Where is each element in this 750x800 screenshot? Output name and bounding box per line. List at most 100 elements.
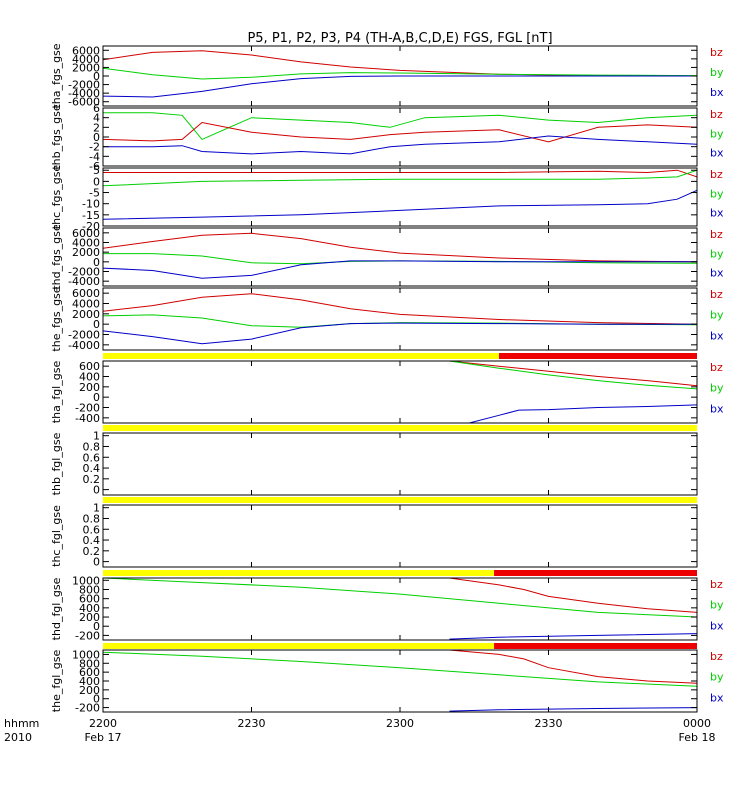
x-axis-label-top: hhmm xyxy=(4,717,39,730)
panel-frame xyxy=(102,287,698,351)
y-axis-label: thd_fgs_gse xyxy=(50,224,63,290)
y-axis-label: the_fgl_gse xyxy=(50,650,63,713)
series-line-bx xyxy=(469,404,697,423)
y-tick-label: 1 xyxy=(93,502,100,515)
y-tick-label: 2 xyxy=(93,121,100,134)
panel-frame xyxy=(102,432,698,496)
series-line-by xyxy=(103,67,697,80)
y-tick-label: 4000 xyxy=(72,53,100,66)
legend-bx: bx xyxy=(710,402,724,415)
y-tick-label: 0.4 xyxy=(83,462,101,475)
y-tick-label: -400 xyxy=(75,412,100,425)
legend-bz: bz xyxy=(710,228,723,241)
y-axis-label: tha_fgs_gse xyxy=(50,43,63,108)
panel-8: 10.80.60.40.20 thc_fgl_gse xyxy=(50,497,698,569)
y-tick-label: 0.6 xyxy=(83,523,101,536)
y-tick-label: 600 xyxy=(79,593,100,606)
legend-bz: bz xyxy=(710,168,723,181)
y-tick-label: 400 xyxy=(79,602,100,615)
legend-by: by xyxy=(710,187,724,200)
series-line-bz xyxy=(103,293,697,325)
y-tick-label: -10 xyxy=(82,198,100,211)
y-tick-label: -4 xyxy=(89,150,100,163)
y-tick-label: 4000 xyxy=(72,298,100,311)
y-tick-label: 1000 xyxy=(72,648,100,661)
legend-bz: bz xyxy=(710,361,723,374)
series-line-by xyxy=(103,112,697,141)
y-tick-label: -6000 xyxy=(68,96,100,109)
legend-bx: bx xyxy=(710,207,724,220)
y-tick-label: -5 xyxy=(89,187,100,200)
y-tick-label: -20 xyxy=(82,220,100,233)
series-line-bz xyxy=(103,232,697,263)
panel-frame xyxy=(102,649,698,713)
y-axis-label: thc_fgs_gse xyxy=(50,165,63,230)
legend-by: by xyxy=(710,671,724,684)
y-tick-label: 6 xyxy=(93,102,100,115)
series-line-by xyxy=(103,314,697,328)
y-tick-label: -200 xyxy=(75,702,100,715)
series-line-by xyxy=(103,578,697,618)
y-axis-label: tha_fgl_gse xyxy=(50,361,63,424)
x-tick-label: 2330 xyxy=(535,717,563,730)
y-tick-label: 0 xyxy=(93,620,100,633)
y-tick-label: 2000 xyxy=(72,61,100,74)
x-tick-label: 2200 xyxy=(89,717,117,730)
legend-by: by xyxy=(710,382,724,395)
x-tick-label: 2230 xyxy=(238,717,266,730)
legend-by: by xyxy=(710,127,724,140)
x-axis-label-bottom: 2010 xyxy=(4,731,32,744)
y-tick-label: 1000 xyxy=(72,574,100,587)
series-line-bz xyxy=(103,121,697,143)
y-tick-label: 200 xyxy=(79,611,100,624)
y-tick-label: 0 xyxy=(93,70,100,83)
legend-by: by xyxy=(710,599,724,612)
legend-by: by xyxy=(710,309,724,322)
y-axis-label: thc_fgl_gse xyxy=(50,505,63,567)
x-tick-date: Feb 18 xyxy=(679,731,716,744)
flag-bar-yellow xyxy=(103,353,499,359)
y-tick-label: 0.2 xyxy=(83,473,101,486)
y-tick-label: 6000 xyxy=(72,287,100,300)
flag-bar-red xyxy=(494,643,697,649)
y-axis-label: thb_fgs_gse xyxy=(50,104,63,170)
y-tick-label: 0 xyxy=(93,693,100,706)
y-tick-label: 2000 xyxy=(72,308,100,321)
series-line-by xyxy=(103,651,697,687)
panel-3: 50-5-10-15-20 thc_fgs_gse bz by bx xyxy=(50,164,724,233)
series-line-by xyxy=(103,169,697,187)
x-tick-date: Feb 17 xyxy=(85,731,122,744)
chart-title: P5, P1, P2, P3, P4 (TH-A,B,C,D,E) FGS, F… xyxy=(247,31,552,46)
legend-bz: bz xyxy=(710,288,723,301)
y-tick-label: -4000 xyxy=(68,339,100,352)
y-tick-label: -2000 xyxy=(68,79,100,92)
y-tick-label: -15 xyxy=(82,209,100,222)
y-tick-label: 6000 xyxy=(72,227,100,240)
series-line-bx xyxy=(103,260,697,279)
legend-bz: bz xyxy=(710,46,723,59)
panel-frame xyxy=(102,577,698,641)
y-tick-label: -2000 xyxy=(68,266,100,279)
series-line-bz xyxy=(103,169,697,178)
legend-by: by xyxy=(710,66,724,79)
y-tick-label: -4000 xyxy=(68,275,100,288)
legend-bx: bx xyxy=(710,267,724,280)
y-tick-label: 0 xyxy=(93,391,100,404)
x-tick-label: 0000 xyxy=(683,717,711,730)
y-tick-label: -200 xyxy=(75,629,100,642)
y-tick-label: 800 xyxy=(79,657,100,670)
y-tick-label: -6 xyxy=(89,160,100,173)
flag-bar-red xyxy=(494,570,697,576)
y-tick-label: 0.4 xyxy=(83,534,101,547)
y-tick-label: 2000 xyxy=(72,246,100,259)
legend-bz: bz xyxy=(710,650,723,663)
series-line-bz xyxy=(449,650,697,684)
y-axis-label: thb_fgl_gse xyxy=(50,432,63,495)
panel-frame xyxy=(102,107,698,167)
